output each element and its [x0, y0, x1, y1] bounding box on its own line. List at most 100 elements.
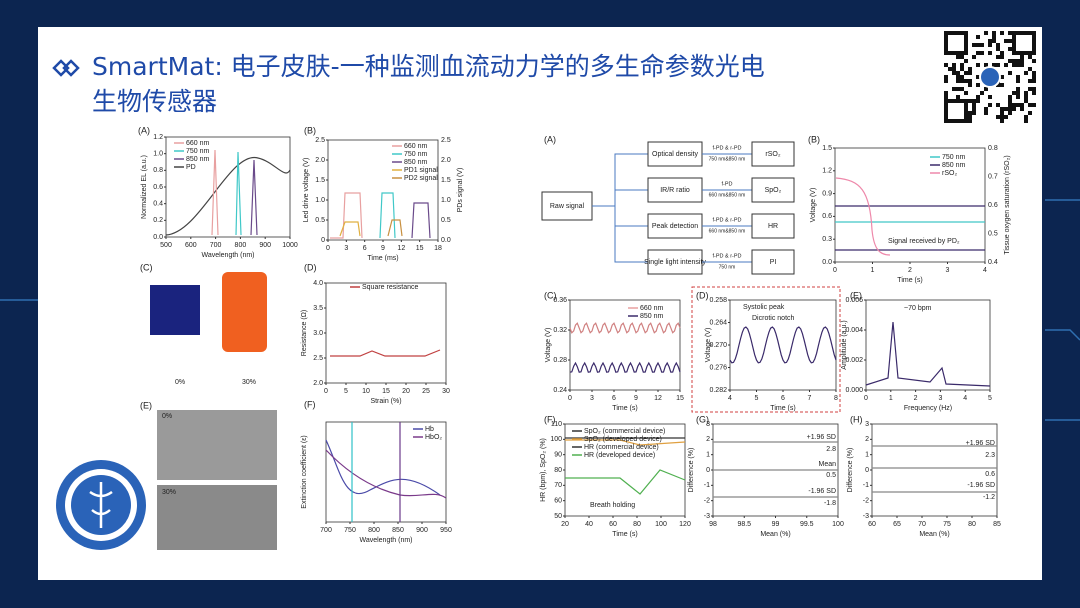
qr-cell	[1000, 111, 1004, 115]
qr-cell	[1032, 91, 1036, 95]
flow-sub: 660 nm&850 nm	[709, 228, 746, 234]
qr-cell	[1000, 83, 1004, 87]
x-axis-label: Wavelength (nm)	[359, 537, 412, 544]
y-tick-label: 1	[865, 452, 869, 459]
qr-cell	[1008, 39, 1012, 43]
y-tick-label: 2.5	[315, 137, 325, 144]
curve	[165, 157, 291, 236]
qr-cell	[960, 75, 964, 79]
panel-label: (C)	[544, 290, 557, 300]
legend-label: PD	[186, 164, 196, 171]
curve	[339, 221, 361, 237]
qr-cell	[956, 87, 960, 91]
qr-cell	[988, 103, 992, 107]
qr-cell	[1020, 103, 1024, 107]
legend-label: 750 nm	[404, 151, 428, 158]
x-tick-label: 100	[832, 521, 844, 528]
panel-label: (E)	[850, 290, 862, 300]
y-tick-label: 1.2	[822, 168, 832, 175]
qr-cell	[964, 71, 968, 75]
annotation: -1.8	[824, 500, 836, 507]
qr-cell	[1024, 99, 1028, 103]
y-tick-label: 0.000	[845, 387, 863, 394]
x-tick-label: 20	[402, 388, 410, 395]
y-tick-label: 2.5	[313, 355, 323, 362]
flow-feature: IR/R ratio	[660, 187, 690, 194]
y-tick-label: 0.0	[822, 259, 832, 266]
plot-frame	[865, 299, 991, 391]
x-tick-label: 4	[728, 395, 732, 402]
x-tick-label: 0	[568, 395, 572, 402]
caption: 0%	[175, 379, 185, 386]
x-tick-label: 4	[983, 267, 987, 274]
qr-cell	[1004, 107, 1008, 111]
y-tick-label: -3	[704, 513, 710, 520]
x-axis-label: Mean (%)	[760, 531, 790, 538]
qr-cell	[1016, 79, 1020, 83]
qr-cell	[976, 95, 980, 99]
flow-feature: Single light intensity	[644, 259, 706, 266]
qr-cell	[1004, 63, 1008, 67]
y-tick-label: 4.0	[313, 280, 323, 287]
qr-cell	[1012, 107, 1016, 111]
qr-cell	[1004, 115, 1008, 119]
qr-cell	[956, 55, 960, 59]
y2-tick-label: 1.0	[441, 197, 451, 204]
qr-cell	[1024, 95, 1028, 99]
x-tick-label: 8	[834, 395, 838, 402]
x-axis-label: Wavelength (nm)	[201, 252, 254, 259]
qr-cell	[996, 63, 1000, 67]
y-tick-label: 0.002	[845, 357, 863, 364]
x-tick-label: 99.5	[800, 521, 814, 528]
flow-sub: 660 nm&850 nm	[709, 192, 746, 198]
qr-cell	[996, 103, 1000, 107]
panel-label: (A)	[544, 134, 556, 144]
y-tick-label: 0.3	[822, 236, 832, 243]
qr-cell	[1020, 59, 1024, 63]
x-tick-label: 30	[442, 388, 450, 395]
legend-label: 850 nm	[640, 313, 664, 320]
qr-cell	[1032, 79, 1036, 83]
curve	[865, 321, 991, 387]
x-tick-label: 850	[392, 527, 404, 534]
simulation-image	[150, 285, 200, 335]
panel-label: (B)	[304, 125, 316, 135]
title-icon	[52, 59, 80, 77]
qr-cell	[1012, 59, 1016, 63]
qr-cell	[968, 119, 972, 123]
qr-cell	[956, 79, 960, 83]
legend-label: 750 nm	[942, 154, 966, 161]
flow-box	[751, 213, 795, 239]
qr-cell	[992, 63, 996, 67]
annotation: +1.96 SD	[966, 440, 995, 447]
caption: 30%	[162, 489, 176, 496]
flow-arrow	[592, 205, 648, 263]
y-axis-label: Extinction coefficient (ε)	[301, 435, 308, 508]
qr-pattern	[944, 31, 1036, 123]
y-tick-label: 0.264	[709, 319, 727, 326]
x-tick-label: 950	[440, 527, 452, 534]
x-tick-label: 4	[963, 395, 967, 402]
qr-cell	[976, 75, 980, 79]
qr-cell	[944, 91, 948, 95]
x-tick-label: 700	[320, 527, 332, 534]
y-axis-label: Voltage (V)	[810, 188, 817, 223]
y-tick-label: 1.0	[315, 197, 325, 204]
x-tick-label: 900	[416, 527, 428, 534]
qr-cell	[1000, 55, 1004, 59]
qr-cell	[996, 115, 1000, 119]
x-tick-label: 120	[679, 521, 691, 528]
curve	[411, 202, 431, 239]
annotation: 0.6	[985, 471, 995, 478]
curve	[330, 349, 441, 357]
qr-cell	[952, 67, 956, 71]
qr-cell	[1024, 119, 1028, 123]
curve	[379, 192, 396, 239]
x-tick-label: 60	[609, 521, 617, 528]
x-tick-label: 98	[709, 521, 717, 528]
qr-cell	[976, 63, 980, 67]
y-tick-label: 1.5	[315, 177, 325, 184]
flow-via: f-PD & r-PD	[712, 145, 741, 151]
panel-label: (E)	[140, 400, 152, 410]
qr-cell	[1008, 95, 1012, 99]
